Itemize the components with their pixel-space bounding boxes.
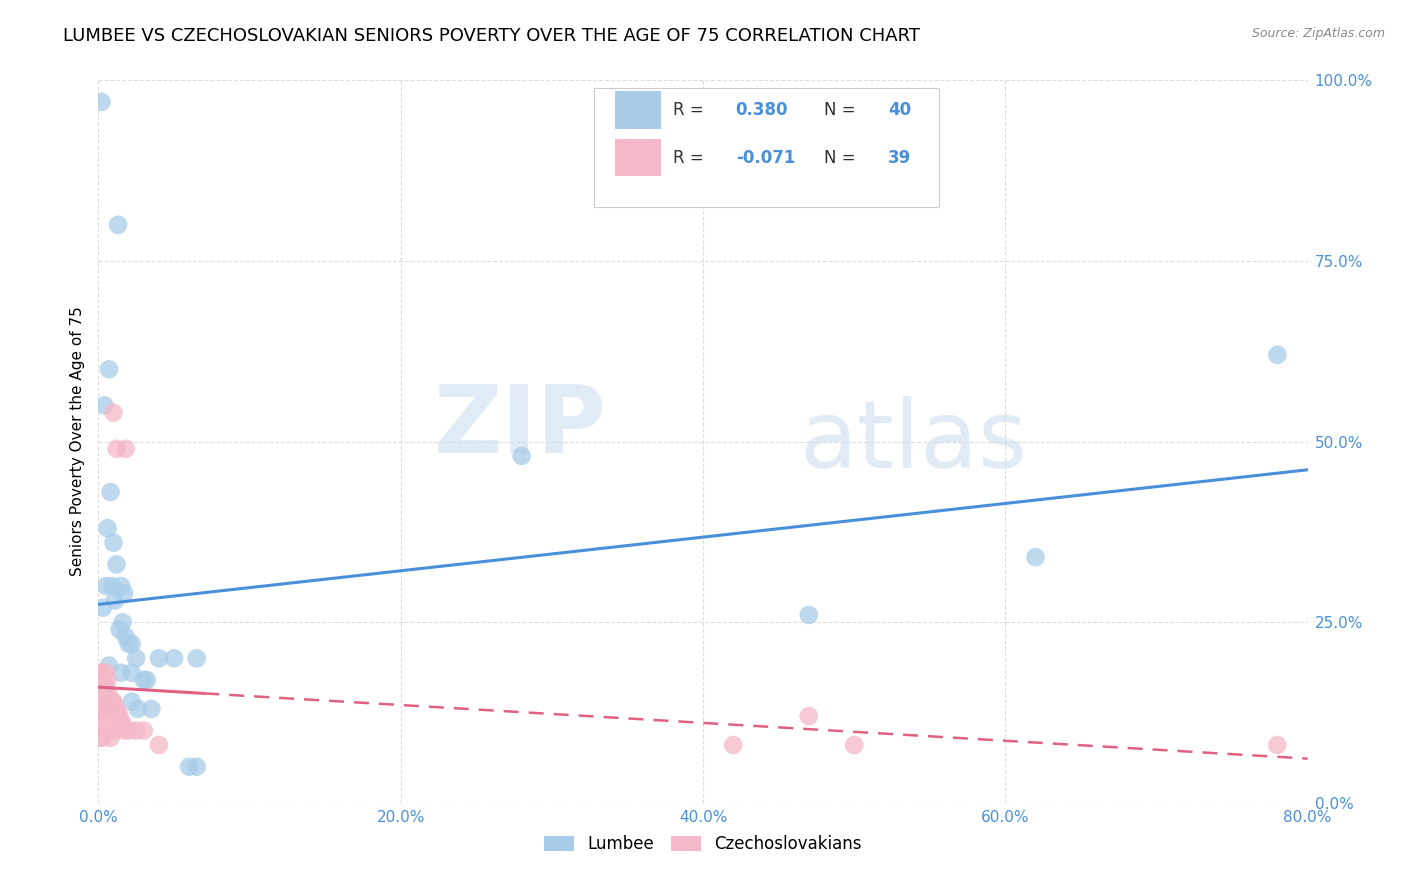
Text: R =: R = <box>672 149 709 167</box>
Point <box>108 623 131 637</box>
Point <box>94 665 117 680</box>
Point <box>90 665 112 680</box>
Point <box>723 738 745 752</box>
Point <box>105 442 128 456</box>
Text: Source: ZipAtlas.com: Source: ZipAtlas.com <box>1251 27 1385 40</box>
Point <box>108 709 131 723</box>
Point <box>110 579 132 593</box>
Point <box>96 702 118 716</box>
Point <box>93 709 115 723</box>
Legend: Lumbee, Czechoslovakians: Lumbee, Czechoslovakians <box>537 828 869 860</box>
Point <box>121 665 143 680</box>
Point <box>163 651 186 665</box>
Point <box>101 579 124 593</box>
Point <box>114 630 136 644</box>
Point <box>91 600 114 615</box>
Point <box>103 535 125 549</box>
Text: atlas: atlas <box>800 395 1028 488</box>
Point <box>112 723 135 738</box>
Point <box>93 680 115 694</box>
FancyBboxPatch shape <box>595 87 939 207</box>
Point <box>110 716 132 731</box>
Point <box>186 651 208 665</box>
Point <box>89 731 111 745</box>
Bar <box>614 139 661 177</box>
Point <box>112 586 135 600</box>
Point <box>110 665 132 680</box>
Point <box>91 687 114 701</box>
Point <box>89 716 111 731</box>
Point <box>105 702 128 716</box>
Point <box>100 731 122 745</box>
Text: N =: N = <box>824 101 860 119</box>
Text: -0.071: -0.071 <box>735 149 794 167</box>
Point <box>103 695 125 709</box>
Point <box>118 723 141 738</box>
Point <box>107 218 129 232</box>
Point <box>179 760 201 774</box>
Point <box>94 680 117 694</box>
Point <box>89 665 111 680</box>
Point <box>132 723 155 738</box>
Text: 0.380: 0.380 <box>735 101 789 119</box>
Point <box>94 723 117 738</box>
Text: 40: 40 <box>889 101 911 119</box>
Point <box>797 607 820 622</box>
Bar <box>614 91 661 128</box>
Text: N =: N = <box>824 149 860 167</box>
Point <box>125 651 148 665</box>
Point <box>96 673 118 687</box>
Point <box>114 442 136 456</box>
Point <box>148 738 170 752</box>
Point <box>98 362 121 376</box>
Point <box>100 702 122 716</box>
Point <box>101 695 124 709</box>
Point <box>90 95 112 109</box>
Point <box>96 521 118 535</box>
Point <box>121 695 143 709</box>
Point <box>93 687 115 701</box>
Point <box>94 579 117 593</box>
Point <box>91 673 114 687</box>
Point <box>104 702 127 716</box>
Point <box>98 658 121 673</box>
Point <box>100 485 122 500</box>
Point <box>103 723 125 738</box>
Point <box>127 702 149 716</box>
Text: R =: R = <box>672 101 709 119</box>
Point <box>148 651 170 665</box>
Text: ZIP: ZIP <box>433 381 606 473</box>
Point <box>132 673 155 687</box>
Text: 39: 39 <box>889 149 911 167</box>
Y-axis label: Seniors Poverty Over the Age of 75: Seniors Poverty Over the Age of 75 <box>69 307 84 576</box>
Point <box>135 673 157 687</box>
Point <box>797 709 820 723</box>
Point <box>94 702 117 716</box>
Point <box>1024 550 1046 565</box>
Point <box>104 593 127 607</box>
Point <box>844 738 866 752</box>
Point <box>186 760 208 774</box>
Point <box>1267 348 1289 362</box>
Point <box>103 406 125 420</box>
Point <box>91 731 114 745</box>
Point <box>111 716 134 731</box>
Point <box>98 687 121 701</box>
Point <box>125 723 148 738</box>
Point <box>93 398 115 412</box>
Point <box>111 615 134 630</box>
Point <box>105 558 128 572</box>
Point <box>100 695 122 709</box>
Text: LUMBEE VS CZECHOSLOVAKIAN SENIORS POVERTY OVER THE AGE OF 75 CORRELATION CHART: LUMBEE VS CZECHOSLOVAKIAN SENIORS POVERT… <box>63 27 921 45</box>
Point <box>118 637 141 651</box>
Point <box>510 449 533 463</box>
Point <box>1267 738 1289 752</box>
Point <box>141 702 163 716</box>
Point <box>90 702 112 716</box>
Point <box>107 709 129 723</box>
Point <box>121 637 143 651</box>
